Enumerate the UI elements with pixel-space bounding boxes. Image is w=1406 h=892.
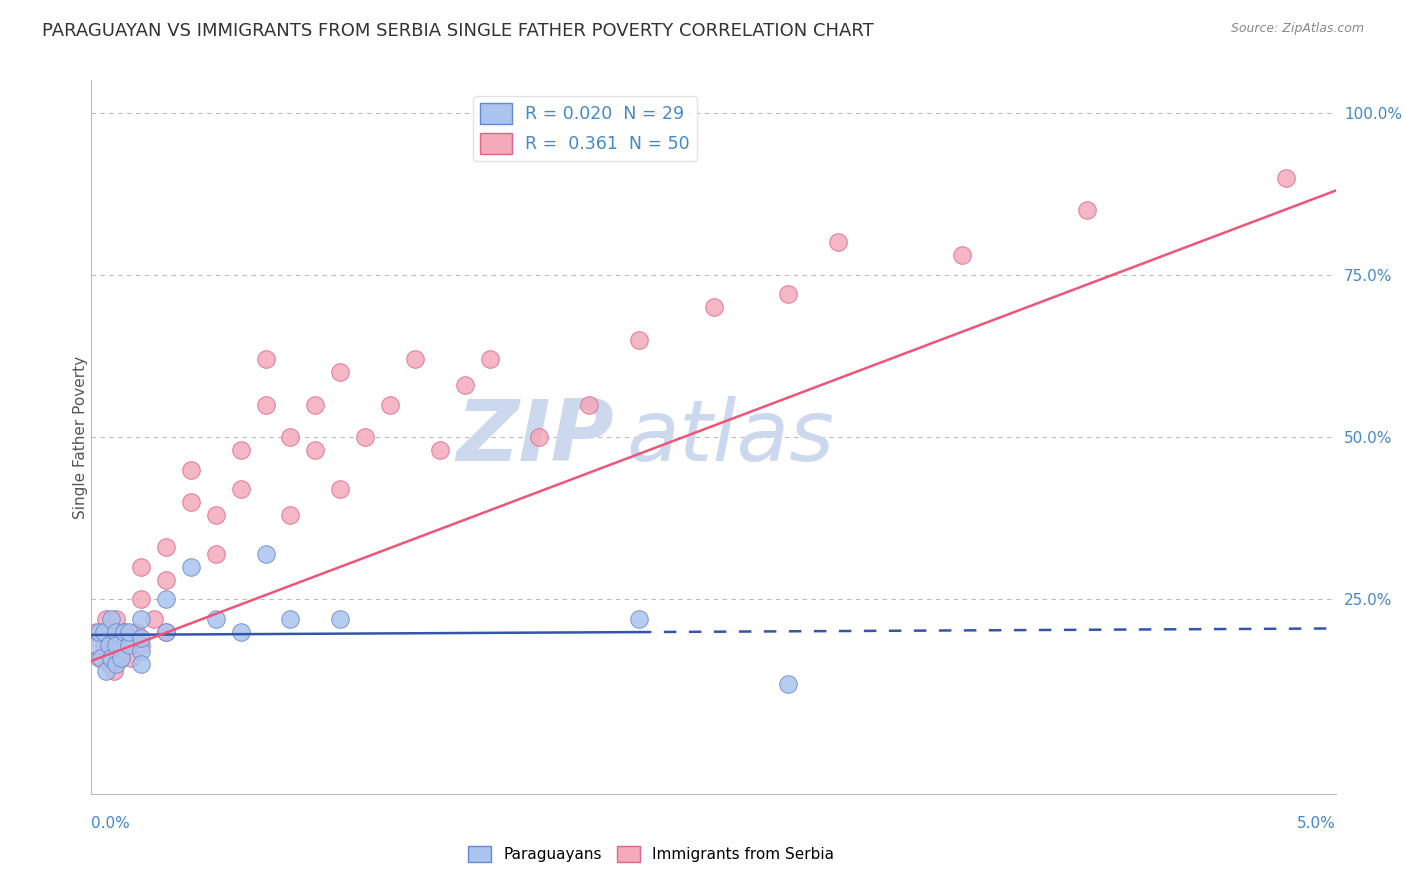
Point [404,352,426,367]
Point [453,378,475,392]
Point [950,248,973,262]
Point [229,482,252,496]
Point [86,638,108,652]
Text: 0.0%: 0.0% [91,816,131,831]
Point [205,547,228,561]
Point [86,624,108,639]
Point [429,443,451,458]
Point [112,624,135,639]
Point [378,398,401,412]
Point [129,559,152,574]
Text: atlas: atlas [627,395,834,479]
Point [100,650,122,665]
Point [87,624,110,639]
Point [96,612,118,626]
Point [529,430,551,444]
Point [304,443,326,458]
Point [105,638,128,652]
Point [129,631,152,645]
Point [129,644,152,658]
Point [205,612,228,626]
Point [97,638,120,652]
Point [155,592,177,607]
Point [105,638,128,652]
Point [112,624,135,639]
Point [105,657,128,672]
Point [103,664,125,678]
Point [97,657,120,672]
Text: PARAGUAYAN VS IMMIGRANTS FROM SERBIA SINGLE FATHER POVERTY CORRELATION CHART: PARAGUAYAN VS IMMIGRANTS FROM SERBIA SIN… [42,22,875,40]
Point [280,612,302,626]
Point [180,495,202,509]
Point [254,352,277,367]
Point [118,638,141,652]
Point [87,650,110,665]
Point [105,612,128,626]
Point [702,301,725,315]
Point [1275,170,1298,185]
Point [155,624,177,639]
Point [329,365,352,379]
Point [578,398,600,412]
Point [155,624,177,639]
Text: Source: ZipAtlas.com: Source: ZipAtlas.com [1230,22,1364,36]
Point [180,559,202,574]
Y-axis label: Single Father Poverty: Single Father Poverty [73,356,87,518]
Point [100,624,122,639]
Point [125,624,148,639]
Point [129,592,152,607]
Point [778,676,800,690]
Point [93,638,115,652]
Point [93,624,115,639]
Point [478,352,501,367]
Point [627,612,650,626]
Point [118,638,141,652]
Point [118,624,141,639]
Point [129,657,152,672]
Point [142,612,165,626]
Point [100,612,122,626]
Point [110,650,132,665]
Legend: R = 0.020  N = 29, R =  0.361  N = 50: R = 0.020 N = 29, R = 0.361 N = 50 [474,96,697,161]
Point [778,287,800,301]
Point [280,430,302,444]
Point [1076,202,1098,217]
Point [110,650,132,665]
Point [329,612,352,626]
Point [229,443,252,458]
Point [229,624,252,639]
Point [96,664,118,678]
Point [254,547,277,561]
Point [155,573,177,587]
Text: 5.0%: 5.0% [1296,816,1336,831]
Point [155,541,177,555]
Text: ZIP: ZIP [457,395,614,479]
Point [180,462,202,476]
Point [254,398,277,412]
Point [627,333,650,347]
Point [90,650,112,665]
Point [129,612,152,626]
Point [205,508,228,522]
Point [280,508,302,522]
Point [827,235,849,250]
Point [329,482,352,496]
Point [129,638,152,652]
Point [120,650,142,665]
Point [304,398,326,412]
Point [105,624,128,639]
Point [354,430,377,444]
